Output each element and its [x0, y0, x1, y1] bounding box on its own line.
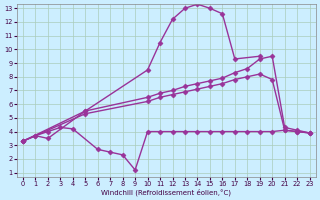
X-axis label: Windchill (Refroidissement éolien,°C): Windchill (Refroidissement éolien,°C) — [101, 188, 231, 196]
